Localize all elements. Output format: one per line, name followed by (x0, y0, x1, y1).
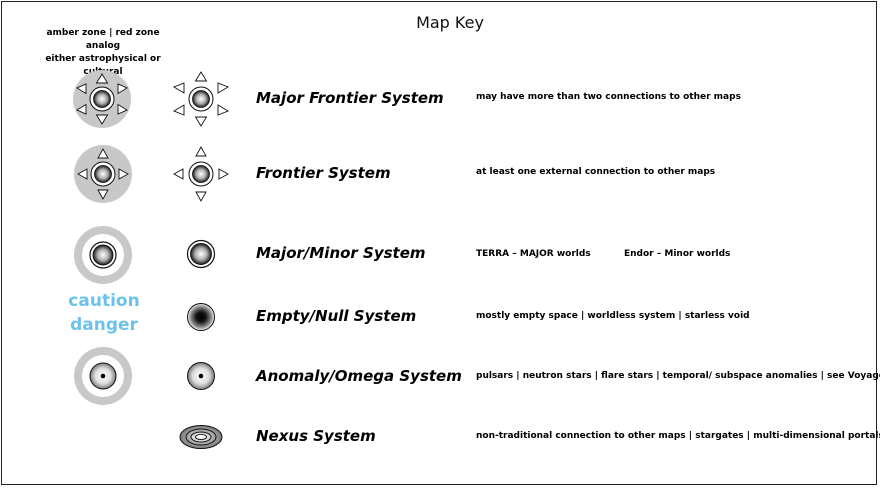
legend-label-major-minor: Major/Minor System (256, 244, 426, 262)
anomaly-omega-icon (187, 362, 215, 390)
legend-label-empty-null: Empty/Null System (256, 307, 417, 325)
danger-text: danger (70, 315, 138, 335)
major-minor-icon (186, 239, 216, 269)
legend-desc-anomaly-omega: pulsars | neutron stars | flare stars | … (476, 371, 880, 381)
zone-ring-major-minor-icon (74, 226, 132, 284)
legend-desc-empty-null: mostly empty space | worldless system | … (476, 311, 750, 321)
legend-desc-frontier: at least one external connection to othe… (476, 167, 716, 177)
zone-note-line1: amber zone | red zone analog (46, 28, 160, 51)
legend-desc-nexus: non-traditional connection to other maps… (476, 431, 880, 441)
major-frontier-icon (172, 71, 230, 127)
zone-ring-anomaly-omega-icon (74, 347, 132, 405)
page-title: Map Key (416, 13, 484, 32)
legend-desc-major-frontier: may have more than two connections to ot… (476, 92, 741, 102)
legend-label-nexus: Nexus System (256, 427, 376, 445)
frontier-icon (173, 146, 229, 202)
caution-text: caution (68, 291, 140, 311)
legend-label-anomaly-omega: Anomaly/Omega System (256, 367, 462, 385)
empty-null-icon (187, 303, 215, 331)
legend-label-frontier: Frontier System (256, 164, 391, 182)
zone-ring-major-frontier-icon (73, 70, 131, 128)
caution-danger-label: caution danger (64, 289, 144, 337)
legend-desc-major-minor: TERRA – MAJOR worlds (476, 249, 591, 259)
zone-ring-frontier-icon (74, 145, 132, 203)
legend-desc-minor-worlds: Endor – Minor worlds (624, 249, 731, 259)
legend-label-major-frontier: Major Frontier System (256, 89, 444, 107)
nexus-icon (179, 425, 223, 449)
